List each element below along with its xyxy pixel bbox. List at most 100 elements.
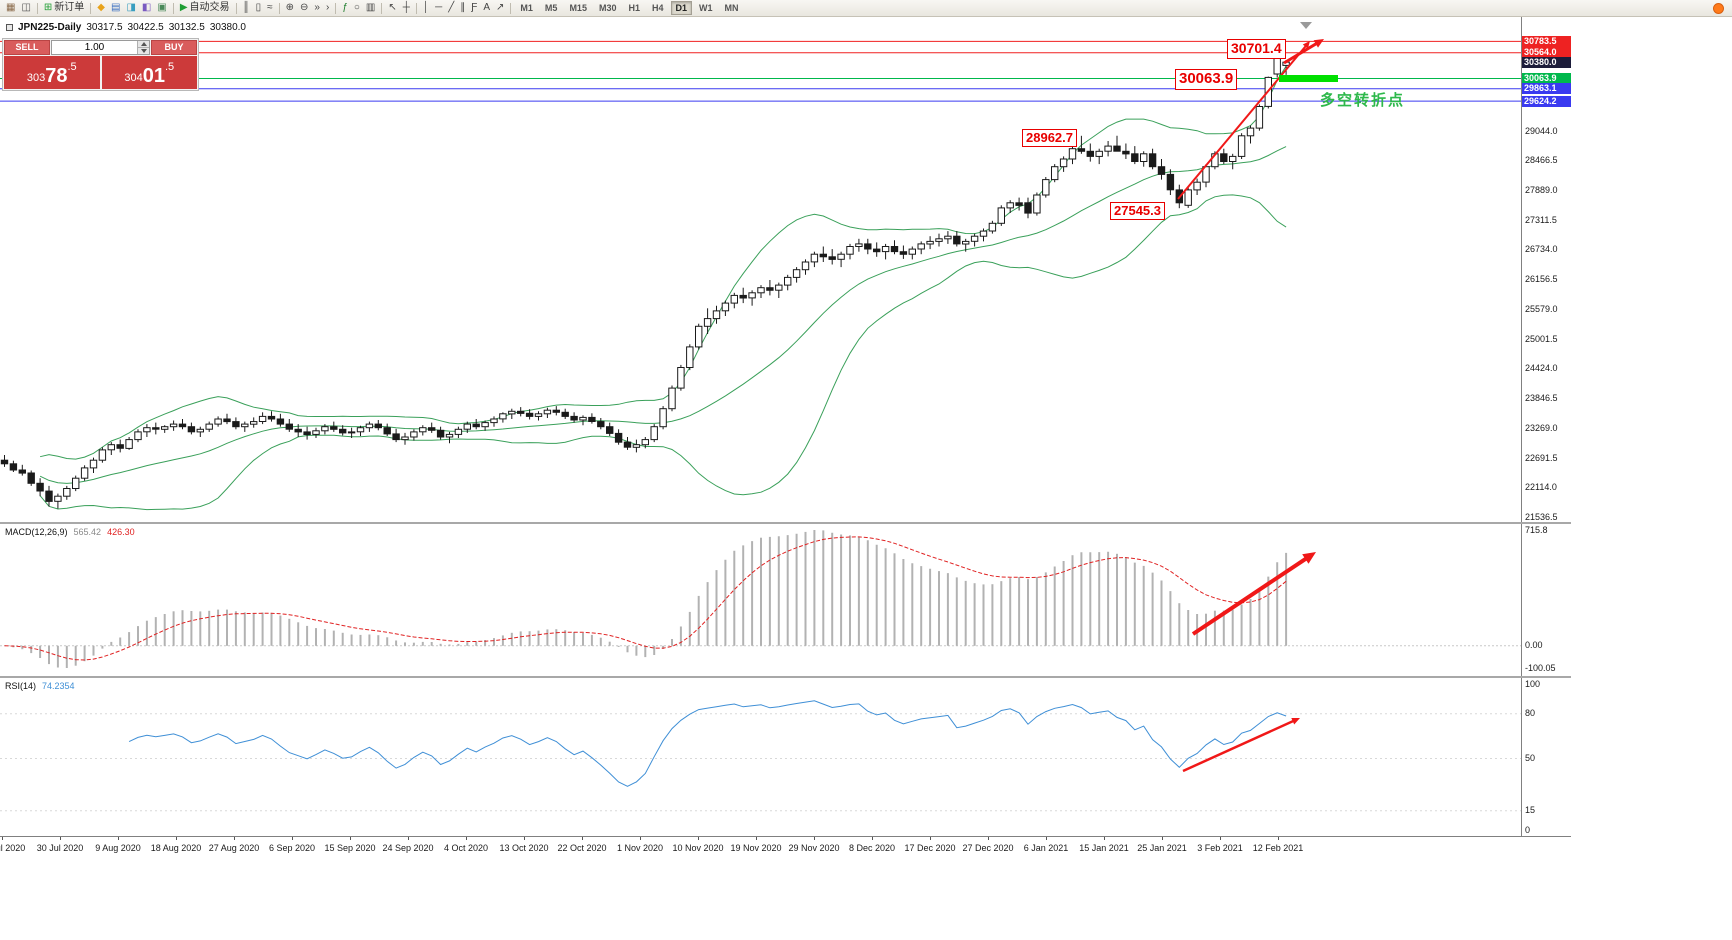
time-axis-tick <box>756 837 757 840</box>
rsi-pane: 100 80 50 15 0 RSI(14) 74.2354 <box>0 678 1571 836</box>
market-watch-button[interactable]: ▤ <box>108 1 123 16</box>
price-axis: 29044.0 28466.5 27889.0 27311.5 26734.0 26156… <box>1521 17 1571 522</box>
macd-signal-value: 426.30 <box>107 527 135 537</box>
timeframe-h1-button[interactable]: H1 <box>628 3 640 13</box>
arrows-tool-button[interactable]: ↗ <box>493 1 507 16</box>
price-annotation-label[interactable]: 27545.3 <box>1110 202 1165 221</box>
time-axis-tick <box>698 837 699 840</box>
navigator-button[interactable]: ◧ <box>139 1 154 16</box>
volume-input[interactable] <box>52 41 137 54</box>
timeframe-d1-button[interactable]: D1 <box>670 1 693 15</box>
time-axis-tick <box>1046 837 1047 840</box>
price-axis-label: 23269.0 <box>1525 422 1558 433</box>
price-tag: 30063.9 <box>1522 73 1571 84</box>
timeframe-m5-button[interactable]: M5 <box>544 3 558 13</box>
macd-main-value: 565.42 <box>73 527 102 537</box>
timeframe-m1-button[interactable]: M1 <box>520 3 533 13</box>
crosshair-tool-button[interactable]: ┼ <box>400 1 413 16</box>
text-tool-button[interactable]: A <box>480 1 493 16</box>
autotrading-label: 自动交易 <box>189 2 230 13</box>
pane-splitter[interactable] <box>0 522 1571 524</box>
history-center-button[interactable]: ▣ <box>154 1 169 16</box>
cursor-tool-button[interactable]: ↖ <box>385 1 399 16</box>
alerts-button[interactable]: ◆ <box>94 1 108 16</box>
indicators-list-button[interactable]: ƒ <box>339 1 351 16</box>
rsi-trend-arrow <box>1182 718 1300 773</box>
time-axis-label: 1 Nov 2020 <box>616 843 664 853</box>
price-axis-label: 28466.5 <box>1525 155 1558 166</box>
price-tag: 29863.1 <box>1522 83 1571 95</box>
horizontal-line-tool-button[interactable]: ─ <box>432 1 445 16</box>
line-chart-mode-button[interactable]: ≈ <box>264 1 276 16</box>
candlestick-mode-button[interactable]: ▯ <box>253 1 265 16</box>
symbol-label: JPN225-Daily <box>18 22 82 33</box>
time-axis-label: 10 Nov 2020 <box>672 843 724 853</box>
zoom-in-button[interactable]: ⊕ <box>283 1 297 16</box>
autotrading-button[interactable]: ▶ 自动交易 <box>177 1 233 16</box>
bar-chart-mode-button[interactable]: ║ <box>240 1 253 16</box>
price-annotation-label[interactable]: 30701.4 <box>1227 39 1286 59</box>
timeframe-w1-button[interactable]: W1 <box>699 3 713 13</box>
chart-shift-button[interactable]: › <box>323 1 332 16</box>
chart-header-icon <box>6 24 13 31</box>
templates-button[interactable]: ▥ <box>363 1 378 16</box>
toolbar-separator <box>335 2 337 14</box>
buy-button[interactable]: BUY <box>151 40 197 55</box>
candlestick-series <box>0 45 1290 509</box>
volume-up-button[interactable] <box>138 41 149 47</box>
price-tag: 30783.5 <box>1522 35 1571 47</box>
toolbar-separator <box>36 2 38 14</box>
trade-controls-row: SELL BUY <box>3 39 198 56</box>
price-annotation-label[interactable]: 28962.7 <box>1022 129 1077 148</box>
chart-profiles-button[interactable]: ◫ <box>18 1 33 16</box>
auto-scroll-button[interactable]: » <box>311 1 323 16</box>
rsi-chart-canvas[interactable] <box>0 678 1521 836</box>
timeframe-m30-button[interactable]: M30 <box>598 3 617 13</box>
sell-price-panel[interactable]: 303 78.5 <box>4 56 100 89</box>
time-axis-tick <box>640 837 641 840</box>
price-chart-canvas[interactable] <box>0 17 1521 522</box>
bar-chart-mode-icon: ║ <box>242 2 250 13</box>
price-annotation-label[interactable]: 30063.9 <box>1175 69 1238 90</box>
data-window-button[interactable]: ◨ <box>123 1 138 16</box>
price-axis-label: 26734.0 <box>1525 244 1558 255</box>
time-axis-label: 8 Dec 2020 <box>848 843 896 853</box>
trendline-tool-button[interactable]: ╱ <box>445 1 457 16</box>
toolbar-separator <box>90 2 92 14</box>
toolbar-separator <box>172 2 174 14</box>
sell-button[interactable]: SELL <box>4 40 50 55</box>
new-chart-button[interactable]: ▦ <box>3 1 18 16</box>
new-order-button[interactable]: ⊞ 新订单 <box>41 1 87 16</box>
rsi-axis: 100 80 50 15 0 <box>1521 678 1571 836</box>
timeframe-mn-button[interactable]: MN <box>724 3 739 13</box>
timeframe-m15-button[interactable]: M15 <box>569 3 587 13</box>
timeframe-h4-button[interactable]: H4 <box>651 3 664 13</box>
macd-pane: 715.8 0.00 -100.05 MACD(12,26,9) 565.42 42… <box>0 524 1571 676</box>
price-digits: 01 <box>142 65 165 87</box>
time-periods-button[interactable]: ○ <box>351 1 363 16</box>
rsi-axis-label: 15 <box>1525 805 1536 816</box>
rsi-axis-label: 50 <box>1525 753 1536 763</box>
notification-icon[interactable] <box>1713 3 1724 14</box>
fibonacci-tool-button[interactable]: Ƒ <box>468 1 480 16</box>
time-axis-tick <box>1104 837 1105 840</box>
toolbar-separator <box>278 2 280 14</box>
zoom-out-button[interactable]: ⊖ <box>297 1 311 16</box>
volume-down-button[interactable] <box>138 47 149 54</box>
new-order-label: 新订单 <box>54 2 85 13</box>
time-axis-label: 9 Aug 2020 <box>95 843 141 853</box>
pane-splitter[interactable] <box>0 676 1571 678</box>
rsi-axis-label: 100 <box>1525 678 1541 689</box>
time-axis-tick <box>814 837 815 840</box>
macd-chart-canvas[interactable] <box>0 524 1521 676</box>
price-axis-label: 25579.0 <box>1525 303 1558 314</box>
channel-tool-button[interactable]: ∥ <box>457 1 468 16</box>
buy-price-panel[interactable]: 304 01.5 <box>101 56 197 89</box>
crosshair-tool-icon: ┼ <box>402 2 410 13</box>
macd-axis: 715.8 0.00 -100.05 <box>1521 524 1571 676</box>
history-center-icon: ▣ <box>157 2 167 13</box>
vertical-line-tool-button[interactable]: │ <box>420 1 432 16</box>
time-axis-tick <box>60 837 61 840</box>
candlestick-mode-icon: ▯ <box>255 2 262 13</box>
rsi-indicator-label: RSI(14) 74.2354 <box>5 681 75 691</box>
